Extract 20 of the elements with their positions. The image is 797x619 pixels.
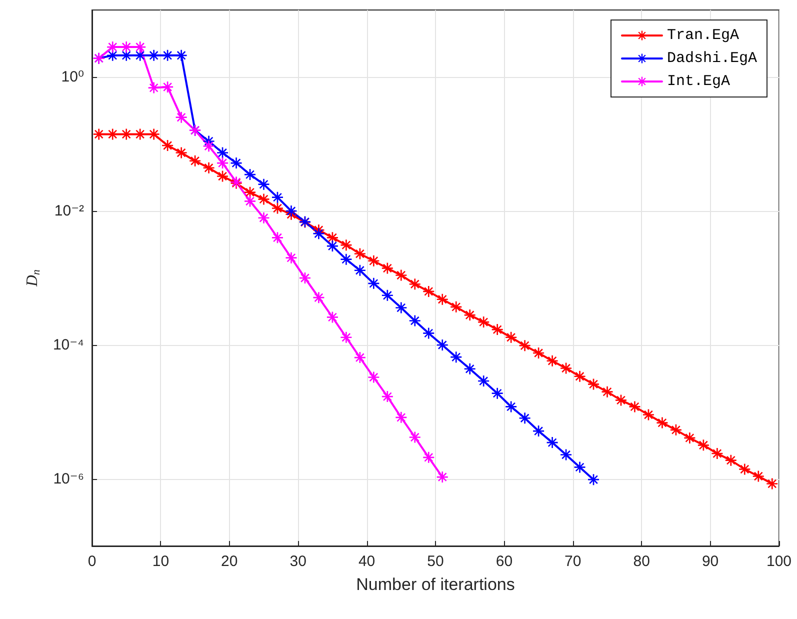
y-tick-label: 10⁻⁴ [52, 336, 84, 354]
x-tick-label: 80 [633, 553, 650, 570]
x-tick-label: 60 [496, 553, 513, 570]
x-tick-label: 90 [702, 553, 719, 570]
x-tick-label: 30 [290, 553, 306, 570]
legend-label: Int.EgA [666, 73, 730, 90]
x-tick-label: 100 [766, 553, 792, 570]
y-axis-title: Dn [24, 268, 42, 288]
legend-label: Tran.EgA [666, 27, 739, 44]
x-axis-title: Number of iterartions [356, 575, 515, 594]
y-tick-label: 10⁻² [54, 202, 84, 220]
legend-label: Dadshi.EgA [666, 50, 757, 67]
y-tick-label: 10⁰ [61, 68, 84, 86]
x-tick-label: 70 [564, 553, 582, 570]
x-tick-label: 40 [358, 553, 376, 570]
x-tick-label: 0 [88, 553, 96, 570]
x-tick-label: 50 [427, 553, 444, 570]
x-tick-label: 20 [221, 553, 238, 570]
y-tick-label: 10⁻⁶ [53, 470, 84, 488]
x-tick-label: 10 [152, 553, 170, 570]
